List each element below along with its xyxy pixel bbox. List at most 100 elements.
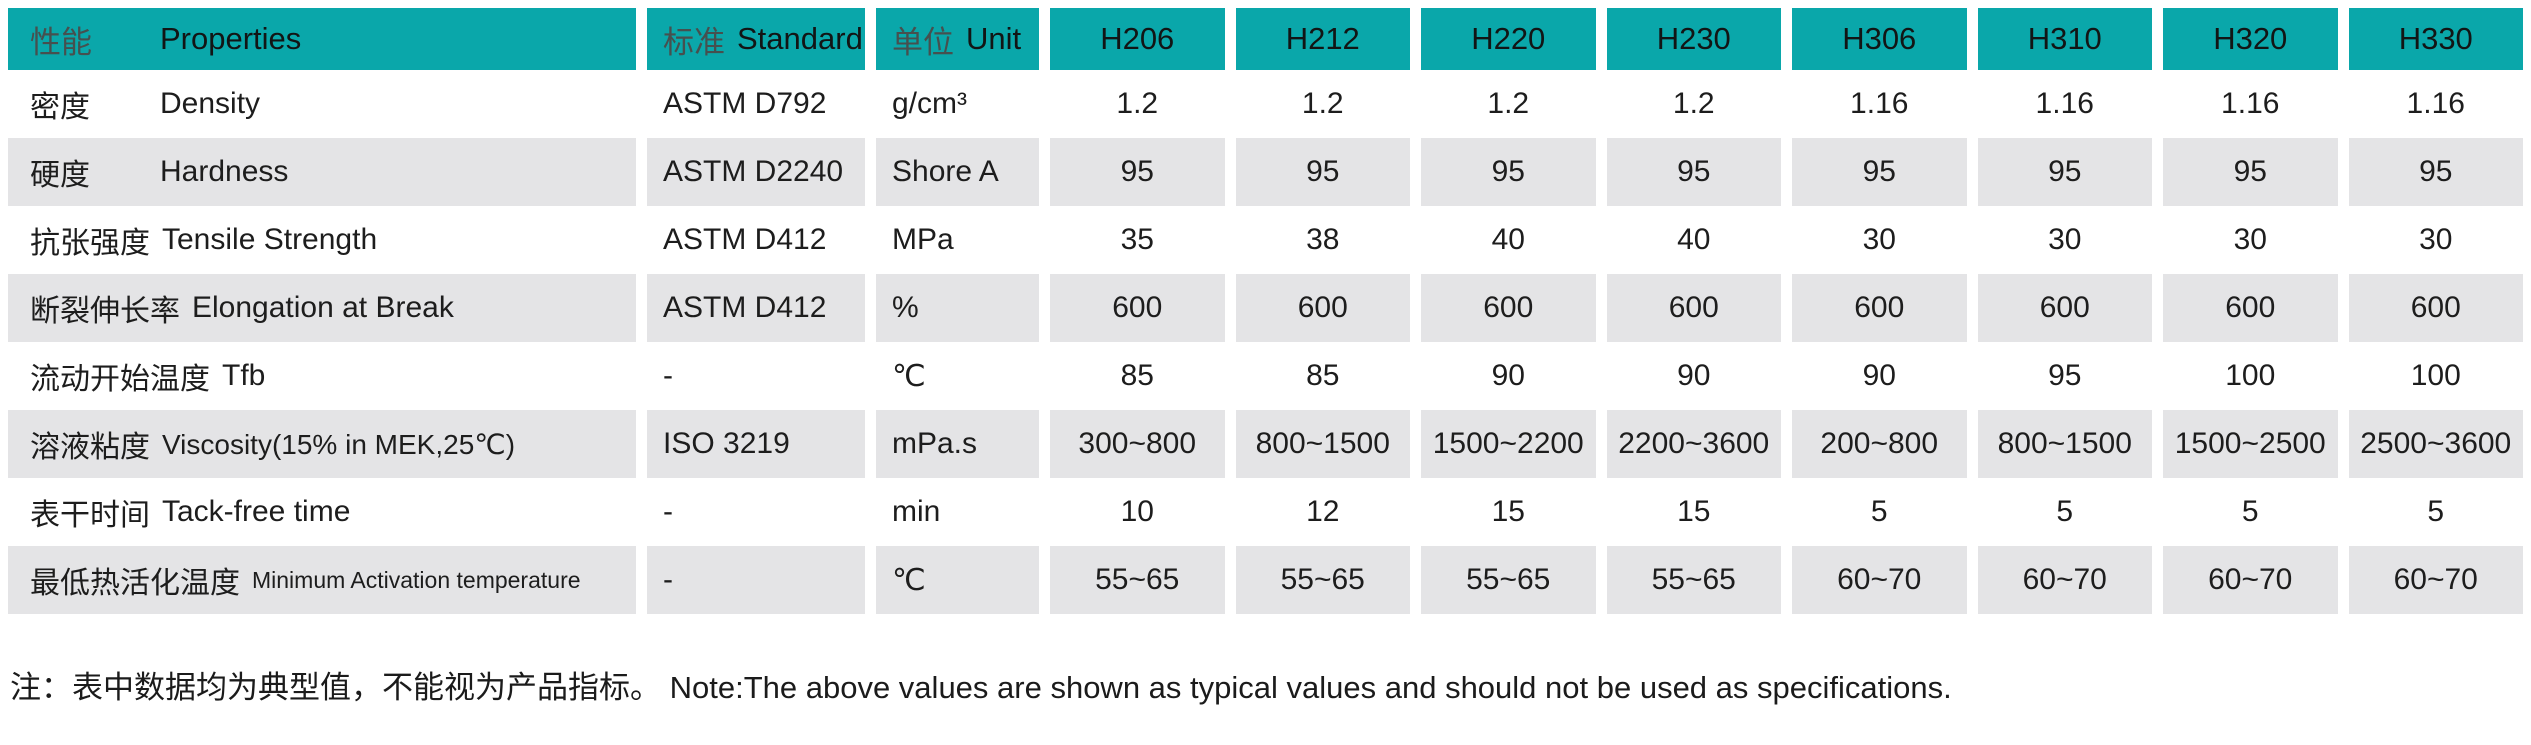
value-cell: 95 <box>1792 138 1967 206</box>
cell-value: 1.16 <box>2035 87 2094 120</box>
property-cell: 表干时间 Tack-free time <box>8 478 636 546</box>
cell-value: 1.2 <box>1487 87 1530 120</box>
cell-value: 55~65 <box>1651 563 1736 596</box>
property-cell: 断裂伸长率 Elongation at Break <box>8 274 636 342</box>
cell-value: 600 <box>1483 291 1534 324</box>
header-cell-product: H330 <box>2348 8 2523 70</box>
product-name: H330 <box>2398 21 2473 56</box>
value-cell: 15 <box>1607 478 1782 546</box>
value-cell: 10 <box>1050 478 1225 546</box>
cell-value: 600 <box>1112 291 1163 324</box>
value-cell: 90 <box>1421 342 1596 410</box>
table-row-elongation: 断裂伸长率 Elongation at Break ASTM D412 % 60… <box>8 274 2523 342</box>
header-standard-en: Standard <box>737 21 863 56</box>
value-cell: 30 <box>2349 206 2524 274</box>
cell-value: 95 <box>2048 155 2082 188</box>
header-cell-product: H310 <box>1977 8 2152 70</box>
property-zh: 溶液粘度 <box>30 431 150 464</box>
header-cell-product: H320 <box>2163 8 2338 70</box>
cell-value: 600 <box>2410 291 2461 324</box>
unit-value: Shore A <box>892 155 999 188</box>
cell-value: 1500~2200 <box>1432 427 1584 460</box>
cell-value: 60~70 <box>1837 563 1922 596</box>
cell-value: 5 <box>2427 495 2445 528</box>
value-cell: 600 <box>2163 274 2338 342</box>
cell-value: 5 <box>1870 495 1888 528</box>
cell-value: 30 <box>2048 223 2082 256</box>
cell-value: 30 <box>2419 223 2453 256</box>
header-cell-standard: 标准 Standard <box>647 8 865 70</box>
value-cell: 60~70 <box>1977 546 2152 614</box>
cell-value: 600 <box>2039 291 2090 324</box>
table-header-row: 性能 Properties 标准 Standard 单位 Unit H206 H… <box>8 8 2523 70</box>
header-properties-zh: 性能 <box>30 24 92 60</box>
cell-value: 95 <box>1677 155 1711 188</box>
cell-value: 90 <box>1491 359 1525 392</box>
value-cell: 600 <box>2348 274 2523 342</box>
standard-value: ISO 3219 <box>663 427 790 460</box>
property-cell: 最低热活化温度 Minimum Activation temperature <box>8 546 636 614</box>
property-en: Hardness <box>160 155 289 188</box>
standard-cell: ISO 3219 <box>647 410 865 478</box>
cell-value: 300~800 <box>1078 427 1197 460</box>
table-row-tack-free-time: 表干时间 Tack-free time - min 10 12 15 15 5 … <box>8 478 2523 546</box>
unit-value: g/cm³ <box>892 87 967 120</box>
cell-value: 12 <box>1306 495 1340 528</box>
cell-value: 1.2 <box>1116 87 1159 120</box>
value-cell: 600 <box>1421 274 1596 342</box>
standard-value: ASTM D2240 <box>663 155 844 188</box>
value-cell: 800~1500 <box>1235 410 1410 478</box>
property-zh: 硬度 <box>30 159 90 192</box>
cell-value: 95 <box>1491 155 1525 188</box>
cell-value: 600 <box>2225 291 2276 324</box>
header-cell-unit: 单位 Unit <box>876 8 1039 70</box>
standard-value: - <box>663 495 673 528</box>
value-cell: 300~800 <box>1050 410 1225 478</box>
cell-value: 1.16 <box>1850 87 1909 120</box>
value-cell: 600 <box>1606 274 1781 342</box>
header-cell-properties: 性能 Properties <box>8 8 636 70</box>
property-zh: 断裂伸长率 <box>30 295 180 328</box>
header-properties-en: Properties <box>160 21 302 56</box>
cell-value: 5 <box>2056 495 2074 528</box>
unit-cell: g/cm³ <box>876 70 1039 138</box>
value-cell: 95 <box>1977 138 2152 206</box>
value-cell: 60~70 <box>1792 546 1967 614</box>
cell-value: 1.2 <box>1672 87 1715 120</box>
value-cell: 30 <box>1978 206 2153 274</box>
header-unit-zh: 单位 <box>892 24 954 60</box>
property-cell: 抗张强度 Tensile Strength <box>8 206 636 274</box>
property-cell: 密度 Density <box>8 70 636 138</box>
value-cell: 600 <box>1050 274 1225 342</box>
property-cell: 溶液粘度 Viscosity(15% in MEK,25℃) <box>8 410 636 478</box>
value-cell: 600 <box>1792 274 1967 342</box>
value-cell: 95 <box>1606 138 1781 206</box>
cell-value: 60~70 <box>2208 563 2293 596</box>
value-cell: 1.16 <box>1978 70 2153 138</box>
property-en: Elongation at Break <box>192 291 454 324</box>
cell-value: 85 <box>1306 359 1340 392</box>
standard-value: ASTM D412 <box>663 223 827 256</box>
value-cell: 55~65 <box>1606 546 1781 614</box>
table-row-viscosity: 溶液粘度 Viscosity(15% in MEK,25℃) ISO 3219 … <box>8 410 2523 478</box>
cell-value: 1.16 <box>2406 87 2465 120</box>
property-en: Viscosity(15% in MEK,25℃) <box>162 428 516 460</box>
unit-value: MPa <box>892 223 954 256</box>
property-zh: 最低热活化温度 <box>30 567 240 600</box>
standard-cell: - <box>647 546 865 614</box>
property-zh: 抗张强度 <box>30 227 150 260</box>
unit-value: mPa.s <box>892 427 978 460</box>
cell-value: 55~65 <box>1280 563 1365 596</box>
value-cell: 95 <box>1235 138 1410 206</box>
value-cell: 60~70 <box>2348 546 2523 614</box>
cell-value: 38 <box>1306 223 1340 256</box>
value-cell: 95 <box>2163 138 2338 206</box>
value-cell: 85 <box>1050 342 1225 410</box>
cell-value: 90 <box>1862 359 1896 392</box>
unit-cell: mPa.s <box>876 410 1039 478</box>
cell-value: 2200~3600 <box>1618 427 1770 460</box>
header-standard-zh: 标准 <box>663 24 725 60</box>
property-zh: 流动开始温度 <box>30 363 210 396</box>
unit-value: % <box>892 291 919 324</box>
product-name: H206 <box>1100 21 1175 56</box>
